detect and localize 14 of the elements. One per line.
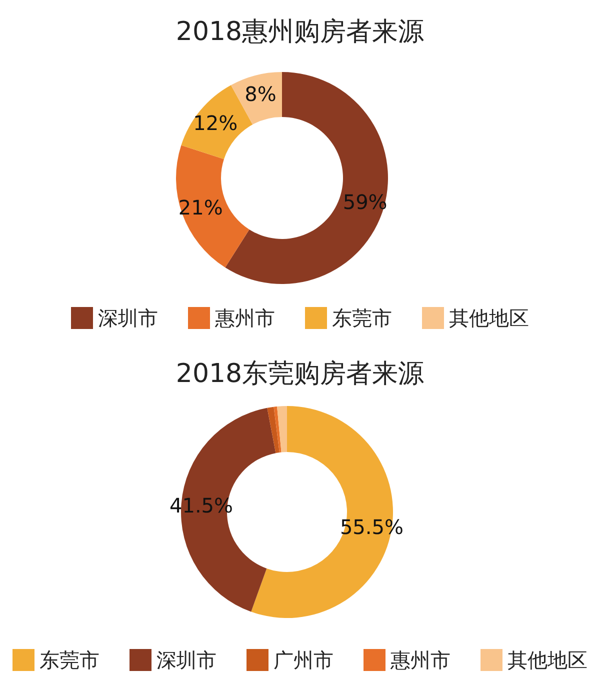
chart-title: 2018东莞购房者来源 (176, 359, 424, 389)
data-label: 8% (244, 82, 276, 106)
legend-label: 深圳市 (156, 648, 216, 672)
legend-label: 东莞市 (332, 306, 392, 330)
legend-label: 广州市 (274, 648, 334, 672)
legend-label: 东莞市 (40, 648, 100, 672)
legend-label: 深圳市 (98, 306, 158, 330)
legend-label: 惠州市 (214, 306, 275, 330)
chart-title: 2018惠州购房者来源 (176, 17, 424, 47)
legend-label: 其他地区 (449, 306, 529, 330)
data-label: 21% (178, 195, 223, 220)
legend-label: 其他地区 (508, 648, 588, 672)
legend-label: 惠州市 (390, 648, 450, 672)
data-label: 12% (193, 110, 238, 135)
